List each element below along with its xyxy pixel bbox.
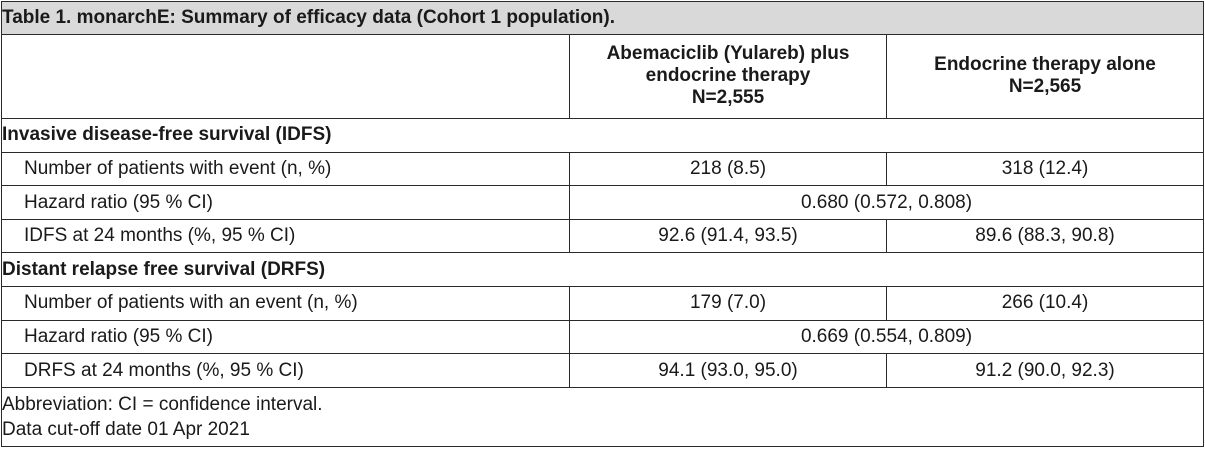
header-abemaciclib-line2: endocrine therapy [645,65,811,87]
cell-merged: 0.669 (0.554, 0.809) [568,319,1205,355]
header-abemaciclib-n: N=2,555 [691,87,765,109]
section-heading: Distant relapse free survival (DRFS) [0,252,1205,288]
row-label: IDFS at 24 months (%, 95 % CI) [1,218,570,254]
table-row: Hazard ratio (95 % CI) 0.680 (0.572, 0.8… [1,185,1205,220]
header-abemaciclib: Abemaciclib (Yulareb) plus endocrine the… [569,33,887,120]
column-header-row: Abemaciclib (Yulareb) plus endocrine the… [1,33,1205,120]
table-row: IDFS at 24 months (%, 95 % CI) 92.6 (91.… [1,218,1205,254]
cell-abemaciclib: 92.6 (91.4, 93.5) [569,218,887,254]
cell-endocrine: 91.2 (90.0, 92.3) [885,353,1205,388]
row-label: DRFS at 24 months (%, 95 % CI) [1,353,570,388]
table-row: Number of patients with an event (n, %) … [1,286,1205,321]
header-empty-cell [1,33,570,120]
section-heading-idfs: Invasive disease-free survival (IDFS) [0,118,1205,153]
cell-abemaciclib: 179 (7.0) [569,286,887,321]
table-row: Hazard ratio (95 % CI) 0.669 (0.554, 0.8… [1,319,1205,355]
table-title: Table 1. monarchE: Summary of efficacy d… [0,1,1205,35]
table-row: DRFS at 24 months (%, 95 % CI) 94.1 (93.… [1,353,1205,388]
header-endocrine-alone: Endocrine therapy alone N=2,565 [885,33,1205,120]
footnote-row: Abbreviation: CI = confidence interval. … [0,386,1205,448]
header-endocrine-line1: Endocrine therapy alone [934,54,1156,76]
footnotes: Abbreviation: CI = confidence interval. … [0,386,1205,448]
cell-endocrine: 266 (10.4) [885,286,1205,321]
cell-endocrine: 89.6 (88.3, 90.8) [885,218,1205,254]
section-heading-drfs: Distant relapse free survival (DRFS) [0,252,1205,288]
row-label: Hazard ratio (95 % CI) [1,185,570,220]
cell-endocrine: 318 (12.4) [885,151,1205,187]
table-row: Number of patients with event (n, %) 218… [1,151,1205,187]
row-label: Number of patients with an event (n, %) [1,286,570,321]
cell-abemaciclib: 94.1 (93.0, 95.0) [569,353,887,388]
cell-abemaciclib: 218 (8.5) [569,151,887,187]
header-endocrine-n: N=2,565 [1008,76,1082,98]
cell-merged: 0.680 (0.572, 0.808) [568,185,1205,220]
table-title-row: Table 1. monarchE: Summary of efficacy d… [0,1,1205,35]
header-abemaciclib-line1: Abemaciclib (Yulareb) plus [606,43,850,65]
footnote-cutoff: Data cut-off date 01 Apr 2021 [2,418,250,440]
footnote-abbreviation: Abbreviation: CI = confidence interval. [2,393,323,415]
row-label: Number of patients with event (n, %) [1,151,570,187]
section-heading: Invasive disease-free survival (IDFS) [0,118,1205,153]
row-label: Hazard ratio (95 % CI) [1,319,570,355]
